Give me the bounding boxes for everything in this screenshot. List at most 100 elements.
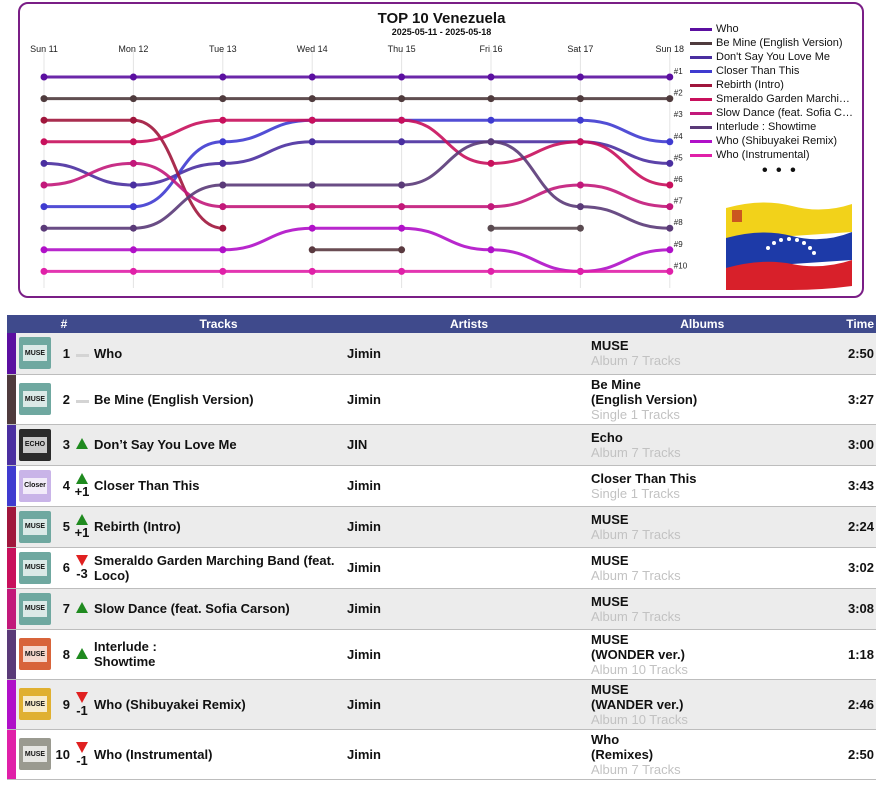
header-artists[interactable]: Artists bbox=[347, 315, 591, 333]
data-point bbox=[129, 181, 137, 189]
rank-label: #5 bbox=[674, 153, 683, 162]
album-cover[interactable]: MUSE bbox=[19, 638, 51, 670]
album-cover[interactable]: Closer bbox=[19, 469, 51, 502]
artist-name[interactable]: Jimin bbox=[347, 333, 591, 375]
track-duration: 2:24 bbox=[813, 506, 876, 548]
track-title[interactable]: Who bbox=[90, 333, 347, 375]
artist-name[interactable]: Jimin bbox=[347, 374, 591, 425]
data-point bbox=[40, 267, 48, 275]
data-point bbox=[487, 73, 495, 81]
table-row[interactable]: ECHO 3 Don’t Say You Love Me JIN Echo Album 7… bbox=[7, 424, 876, 466]
album-cell[interactable]: MUSE Album 7 Tracks bbox=[591, 547, 814, 589]
legend-more-indicator[interactable]: • • • bbox=[762, 162, 798, 179]
artist-name[interactable]: Jimin bbox=[347, 629, 591, 680]
legend-item[interactable]: Rebirth (Intro) bbox=[690, 78, 860, 92]
track-title[interactable]: Rebirth (Intro) bbox=[90, 506, 347, 548]
table-row[interactable]: MUSE 9 -1 Who (Shibuyakei Remix) Jimin MUSE (W… bbox=[7, 679, 876, 730]
header-time[interactable]: Time bbox=[813, 315, 876, 333]
artist-name[interactable]: Jimin bbox=[347, 729, 591, 780]
table-row[interactable]: MUSE 7 Slow Dance (feat. Sofia Carson) Jimi… bbox=[7, 588, 876, 630]
album-cover[interactable]: MUSE bbox=[19, 337, 51, 370]
album-cover[interactable]: MUSE bbox=[19, 510, 51, 543]
artist-name[interactable]: Jimin bbox=[347, 547, 591, 589]
rank-number: 3 bbox=[54, 424, 74, 466]
legend-item[interactable]: Closer Than This bbox=[690, 64, 860, 78]
data-point bbox=[398, 116, 406, 124]
album-cell[interactable]: MUSE Album 7 Tracks bbox=[591, 506, 814, 548]
track-duration: 2:46 bbox=[813, 679, 876, 730]
data-point bbox=[40, 116, 48, 124]
legend-label: Slow Dance (feat. Sofia Carson) bbox=[716, 107, 854, 119]
data-point bbox=[398, 73, 406, 81]
track-title[interactable]: Who (Shibuyakei Remix) bbox=[90, 679, 347, 730]
album-cell[interactable]: MUSE (WONDER ver.) Album 10 Tracks bbox=[591, 629, 814, 680]
legend-item[interactable]: Don't Say You Love Me bbox=[690, 50, 860, 64]
album-cover[interactable]: MUSE bbox=[19, 592, 51, 625]
data-point bbox=[219, 138, 227, 146]
table-row[interactable]: MUSE 2 Be Mine (English Version) Jimin Be Mi… bbox=[7, 374, 876, 425]
album-name: MUSE bbox=[591, 552, 629, 568]
track-title[interactable]: Smeraldo Garden Marching Band (feat. Loc… bbox=[90, 547, 347, 589]
data-point bbox=[666, 73, 674, 81]
arrow-up-icon bbox=[76, 647, 88, 659]
legend-item[interactable]: Smeraldo Garden Marching Band (feat. Loc… bbox=[690, 92, 860, 106]
legend-item[interactable]: Who bbox=[690, 22, 860, 36]
table-row[interactable]: MUSE 1 Who Jimin MUSE Album 7 Tracks 2:50 bbox=[7, 333, 876, 375]
track-title[interactable]: Don’t Say You Love Me bbox=[90, 424, 347, 466]
legend-item[interactable]: Who (Instrumental) bbox=[690, 148, 860, 162]
legend-item[interactable]: Interlude : Showtime bbox=[690, 120, 860, 134]
album-cell[interactable]: Closer Than This Single 1 Tracks bbox=[591, 465, 814, 507]
header-tracks[interactable]: Tracks bbox=[90, 315, 347, 333]
artist-name[interactable]: JIN bbox=[347, 424, 591, 466]
row-color-strip bbox=[7, 506, 16, 548]
legend-swatch bbox=[690, 27, 712, 31]
table-row[interactable]: MUSE 6 -3 Smeraldo Garden Marching Band (fe… bbox=[7, 547, 876, 589]
album-cover[interactable]: MUSE bbox=[19, 688, 51, 720]
legend-item[interactable]: Be Mine (English Version) bbox=[690, 36, 860, 50]
album-cell[interactable]: MUSE Album 7 Tracks bbox=[591, 333, 814, 375]
legend-label: Rebirth (Intro) bbox=[716, 79, 784, 91]
legend-item[interactable]: Who (Shibuyakei Remix) bbox=[690, 134, 860, 148]
track-title[interactable]: Be Mine (English Version) bbox=[90, 374, 347, 425]
album-cover[interactable]: MUSE bbox=[19, 738, 51, 770]
album-cell[interactable]: MUSE (WANDER ver.) Album 10 Tracks bbox=[591, 679, 814, 730]
album-cell[interactable]: MUSE Album 7 Tracks bbox=[591, 588, 814, 630]
artist-name[interactable]: Jimin bbox=[347, 588, 591, 630]
arrow-up-icon bbox=[76, 514, 88, 525]
artist-name[interactable]: Jimin bbox=[347, 465, 591, 507]
rank-change bbox=[74, 424, 90, 466]
data-point bbox=[129, 73, 137, 81]
table-row[interactable]: MUSE 10 -1 Who (Instrumental) Jimin Who (Remix… bbox=[7, 729, 876, 780]
data-point bbox=[308, 203, 316, 211]
legend-item[interactable]: Slow Dance (feat. Sofia Carson) bbox=[690, 106, 860, 120]
x-tick-label: Thu 15 bbox=[388, 44, 416, 54]
album-cell[interactable]: Be Mine (English Version) Single 1 Tracks bbox=[591, 374, 814, 425]
legend-swatch bbox=[690, 139, 712, 143]
header-rank[interactable]: # bbox=[54, 315, 74, 333]
track-title[interactable]: Interlude : Showtime bbox=[90, 629, 347, 680]
artist-name[interactable]: Jimin bbox=[347, 679, 591, 730]
album-name: Be Mine (English Version) bbox=[591, 376, 698, 407]
data-point bbox=[576, 73, 584, 81]
header-albums[interactable]: Albums bbox=[591, 315, 814, 333]
artist-name[interactable]: Jimin bbox=[347, 506, 591, 548]
album-cell[interactable]: Who (Remixes) Album 7 Tracks bbox=[591, 729, 814, 780]
rank-change-value: +1 bbox=[74, 484, 90, 499]
album-cover[interactable]: MUSE bbox=[19, 383, 51, 415]
data-point bbox=[40, 138, 48, 146]
data-point bbox=[129, 95, 137, 103]
row-color-strip bbox=[7, 465, 16, 507]
track-duration: 1:18 bbox=[813, 629, 876, 680]
album-cell[interactable]: Echo Album 7 Tracks bbox=[591, 424, 814, 466]
album-cover[interactable]: ECHO bbox=[19, 428, 51, 461]
album-cover[interactable]: MUSE bbox=[19, 551, 51, 584]
data-point bbox=[308, 138, 316, 146]
table-row[interactable]: MUSE 5 +1 Rebirth (Intro) Jimin MUSE Album 7 T… bbox=[7, 506, 876, 548]
table-row[interactable]: MUSE 8 Interlude : Showtime Jimin MUSE (WONDER… bbox=[7, 629, 876, 680]
venezuela-flag-icon bbox=[726, 202, 852, 290]
album-cover-text: MUSE bbox=[23, 746, 47, 762]
table-row[interactable]: Closer 4 +1 Closer Than This Jimin Closer Tha… bbox=[7, 465, 876, 507]
track-title[interactable]: Closer Than This bbox=[90, 465, 347, 507]
track-title[interactable]: Slow Dance (feat. Sofia Carson) bbox=[90, 588, 347, 630]
track-title[interactable]: Who (Instrumental) bbox=[90, 729, 347, 780]
